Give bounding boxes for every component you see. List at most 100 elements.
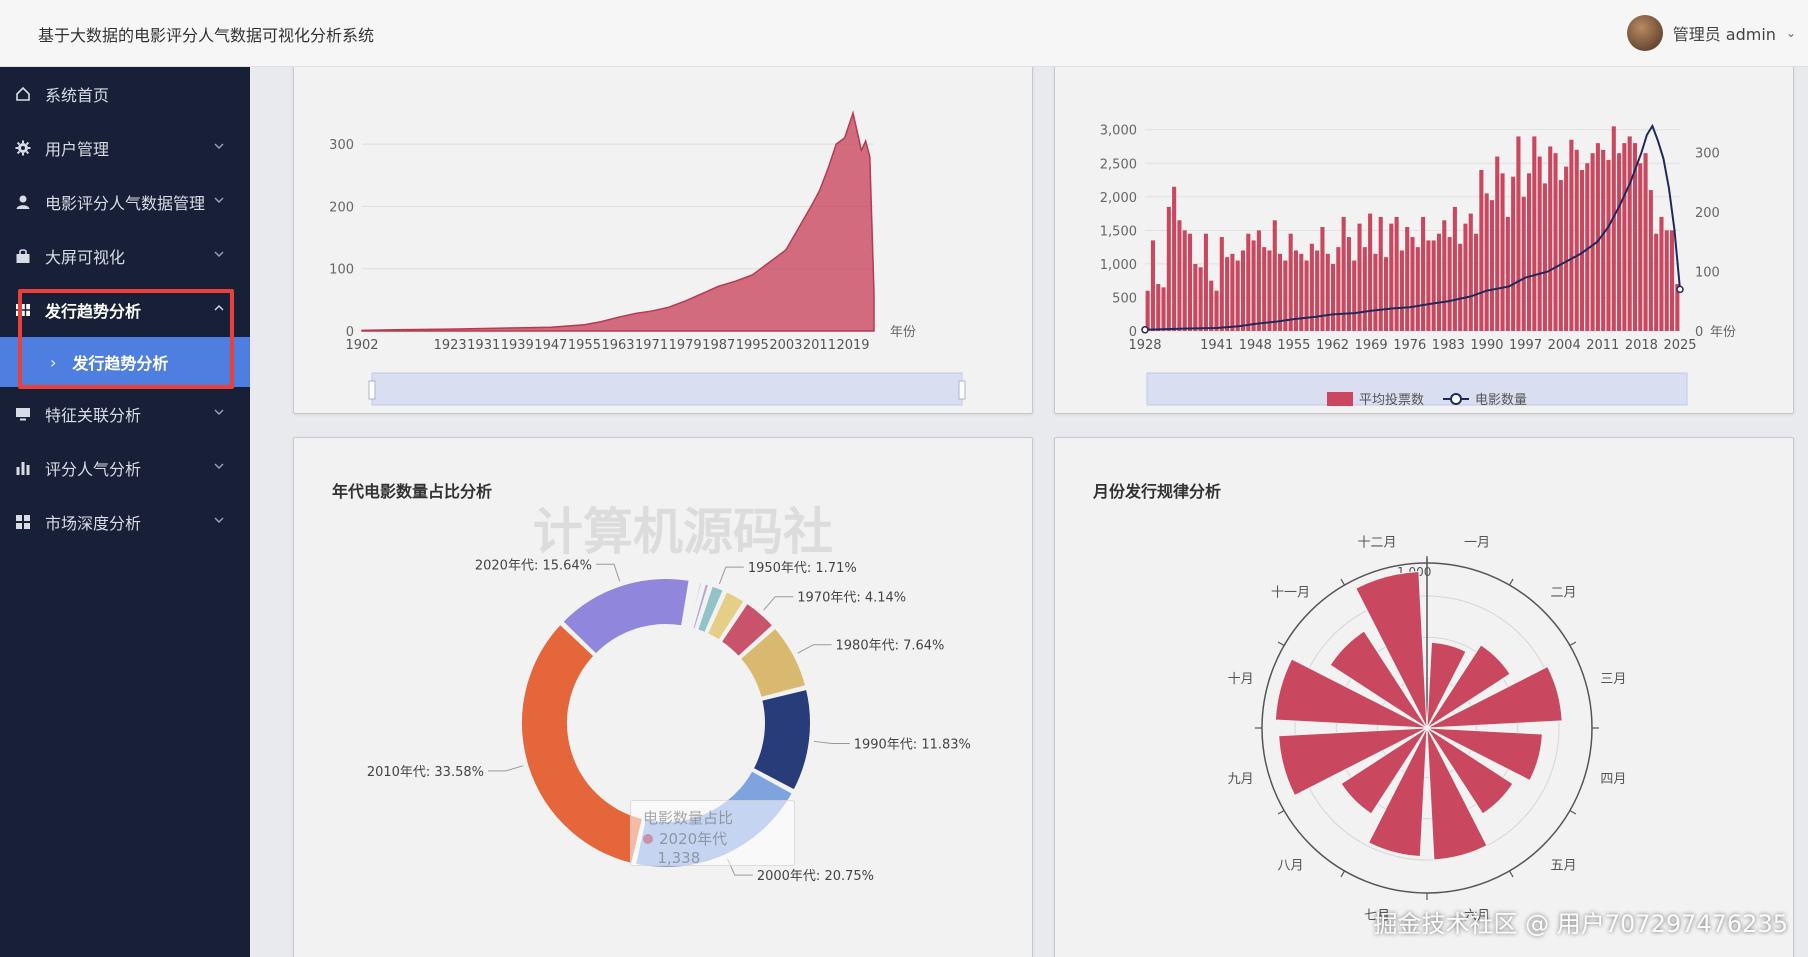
angle-label: 四月 <box>1600 772 1626 787</box>
polar-bar <box>1426 727 1543 782</box>
pie-label: 1980年代: 7.64% <box>836 639 945 654</box>
bar <box>1161 287 1166 331</box>
bar <box>1500 173 1505 331</box>
x-tick-label: 1969 <box>1355 338 1388 353</box>
bar <box>1309 243 1314 331</box>
bar <box>1611 126 1616 332</box>
bar <box>1373 253 1378 331</box>
votes-count-bar-line-chart[interactable]: 0 500 1,000 1,500 2,000 2,500 3,000 0 100 200 300 年… <box>1055 67 1794 414</box>
bar <box>1590 153 1595 331</box>
pie-slice <box>705 589 746 643</box>
pie-label-line <box>596 563 621 582</box>
sidebar-item-bigscreen[interactable]: 大屏可视化 <box>0 229 250 283</box>
polar-bar <box>1426 727 1514 815</box>
chevron-down-icon <box>214 197 224 203</box>
bar <box>1431 240 1436 331</box>
submenu-label: 发行趋势分析 <box>72 354 169 373</box>
sidebar-item-market-depth[interactable]: 市场深度分析 <box>0 495 250 549</box>
bar <box>1436 233 1442 331</box>
y-tick-label: 100 <box>329 263 354 278</box>
x-tick-label: 1997 <box>1509 338 1542 353</box>
sidebar-item-rating-data[interactable]: 电影评分人气数据管理 <box>0 175 250 229</box>
bar <box>1484 193 1489 331</box>
angle-label: 九月 <box>1228 772 1254 787</box>
pie-slice <box>738 626 808 700</box>
bag-icon <box>14 247 32 265</box>
angle-tick <box>1277 809 1285 815</box>
chart-tooltip: 电影数量占比 2020年代 1,338 <box>630 800 795 867</box>
angle-label: 十一月 <box>1271 586 1310 601</box>
pie-label: 2010年代: 33.58% <box>367 765 484 780</box>
submenu-item-release-trend[interactable]: › 发行趋势分析 <box>0 337 250 387</box>
pie-label-line <box>797 644 832 654</box>
tooltip-dot <box>643 834 653 844</box>
pie-label: 2000年代: 20.75% <box>757 869 874 884</box>
bar <box>1511 176 1516 331</box>
bar <box>1505 216 1510 331</box>
panel-votes-count: 0 500 1,000 1,500 2,000 2,500 3,000 0 100 200 300 年… <box>1054 67 1794 414</box>
x-tick-label: 1995 <box>736 338 769 353</box>
bar-chart-icon <box>14 459 32 477</box>
bar <box>1558 180 1563 331</box>
polar-bar <box>1426 727 1488 861</box>
chevron-up-icon <box>214 305 224 311</box>
x-tick-label: 2004 <box>1548 338 1581 353</box>
bar <box>1627 136 1632 331</box>
bar <box>1468 213 1473 331</box>
line-point <box>1676 285 1684 294</box>
bar <box>1299 253 1304 331</box>
sidebar-item-rating-popularity[interactable]: 评分人气分析 <box>0 441 250 495</box>
y-tick-label: 200 <box>329 200 354 215</box>
angle-label: 七月 <box>1364 908 1390 923</box>
bar <box>1209 280 1214 331</box>
bar <box>1240 250 1246 331</box>
grid-icon <box>14 513 32 531</box>
panel-decade-share: 年代电影数量占比分析 1950年代: 1.71% 1970年代: 4.14% 198… <box>293 437 1033 957</box>
chevron-down-icon <box>214 517 224 523</box>
bar <box>1399 250 1404 331</box>
x-tick-label: 1923 <box>434 338 467 353</box>
y-tick-label: 1,500 <box>1100 224 1137 239</box>
x-tick-label: 1902 <box>345 338 378 353</box>
bar <box>1219 237 1224 331</box>
pie-slice <box>684 579 699 629</box>
sidebar-item-label: 系统首页 <box>45 86 110 105</box>
bar <box>1606 159 1611 331</box>
angle-tick <box>1508 578 1514 586</box>
bar <box>1262 247 1267 331</box>
sidebar-item-feature-correlation[interactable]: 特征关联分析 <box>0 387 250 441</box>
x-tick-label: 1941 <box>1200 338 1233 353</box>
month-pattern-polar-chart[interactable]: 1,000一月二月三月四月五月六月七月八月九月十月十一月十二月 <box>1055 438 1794 957</box>
bar <box>1182 230 1187 331</box>
sidebar-item-user-management[interactable]: 用户管理 <box>0 121 250 175</box>
tooltip-value: 1,338 <box>657 849 701 867</box>
user-menu[interactable]: 管理员 admin ⌄ <box>1626 14 1796 52</box>
bar <box>1622 143 1627 331</box>
user-name[interactable]: 管理员 admin <box>1672 25 1776 44</box>
bar <box>1150 240 1155 331</box>
y-tick-label: 1,000 <box>1100 258 1137 273</box>
chevron-down-icon[interactable]: ⌄ <box>1785 26 1796 40</box>
pie-slice <box>687 580 704 630</box>
tooltip-title: 电影数量占比 <box>643 809 734 827</box>
angle-label: 五月 <box>1550 858 1576 873</box>
bar <box>1410 237 1415 331</box>
sidebar-item-home[interactable]: 系统首页 <box>0 67 250 121</box>
bar <box>1193 263 1198 331</box>
bar <box>1526 173 1532 331</box>
x-tick-label: 1928 <box>1128 338 1161 353</box>
bar <box>1394 216 1399 331</box>
y-tick-label: 2,500 <box>1100 157 1137 172</box>
gear-icon <box>14 139 32 157</box>
avatar[interactable] <box>1626 15 1663 51</box>
angle-tick <box>1277 641 1285 647</box>
polar-bar <box>1278 727 1428 797</box>
x-tick-label: 1976 <box>1393 338 1426 353</box>
bar <box>1293 250 1299 331</box>
angle-tick <box>1569 809 1577 815</box>
bar <box>1474 233 1479 331</box>
pie-slice <box>691 582 711 631</box>
angle-tick <box>1340 578 1346 586</box>
bar <box>1283 260 1288 331</box>
